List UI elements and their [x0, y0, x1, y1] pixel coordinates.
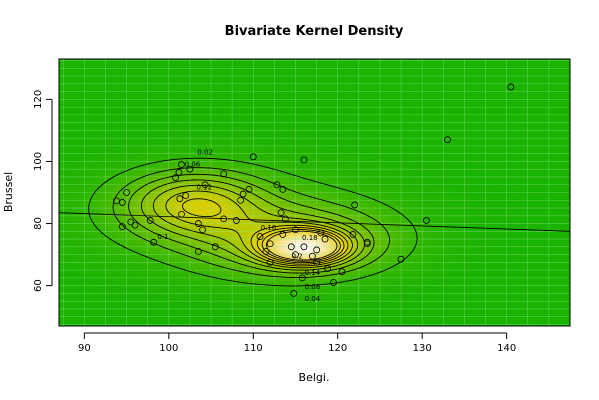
- data-point: [262, 248, 270, 255]
- data-point: [245, 185, 253, 193]
- data-point: [292, 251, 299, 258]
- x-tick-label: 120: [328, 343, 347, 354]
- grid-lines: [59, 59, 570, 326]
- data-point: [313, 246, 321, 254]
- data-point: [266, 258, 274, 266]
- data-point: [279, 231, 287, 238]
- data-point: [176, 195, 184, 203]
- data-point: [423, 217, 430, 224]
- y-axis-label: Brussel: [2, 172, 15, 212]
- contour-line-0.06: [128, 173, 375, 274]
- data-point: [324, 265, 331, 272]
- y-tick-label: 80: [33, 217, 44, 230]
- data-point: [300, 156, 308, 164]
- data-point: [363, 240, 371, 248]
- data-point: [444, 136, 451, 144]
- data-point: [178, 161, 185, 168]
- y-tick-label: 60: [33, 279, 44, 292]
- data-point: [182, 192, 190, 200]
- contour-label: 0.04: [305, 295, 321, 303]
- x-tick-label: 100: [159, 343, 178, 354]
- data-point: [150, 238, 157, 246]
- data-point: [308, 252, 316, 260]
- data-points: [113, 83, 515, 297]
- data-point: [118, 223, 126, 231]
- data-point: [211, 243, 219, 251]
- contour-label: 0.18: [302, 234, 318, 242]
- x-tick-label: 90: [78, 343, 91, 354]
- data-point: [313, 258, 321, 266]
- data-point: [279, 185, 287, 193]
- data-point: [266, 240, 274, 248]
- plot-frame: [58, 58, 571, 327]
- x-tick-label: 140: [497, 343, 516, 354]
- contour-line-0.14: [181, 198, 349, 265]
- contour-label: 0.06: [185, 160, 201, 168]
- x-tick-label: 110: [244, 343, 263, 354]
- data-point: [194, 220, 202, 227]
- data-point: [292, 226, 299, 234]
- data-point: [194, 248, 202, 255]
- data-point: [131, 221, 139, 229]
- data-point: [199, 226, 206, 234]
- y-tick-label: 100: [33, 152, 44, 171]
- data-point: [146, 217, 154, 224]
- y-tick-label: 120: [33, 90, 44, 109]
- data-point: [220, 215, 228, 223]
- data-point: [317, 229, 325, 237]
- data-point: [507, 83, 515, 91]
- data-point: [118, 199, 126, 206]
- data-point: [281, 215, 289, 223]
- data-point: [237, 196, 244, 204]
- data-point: [175, 168, 183, 176]
- contour-line-0.12: [165, 190, 353, 267]
- data-point: [298, 274, 306, 282]
- x-axis-label: Belgi.: [299, 371, 330, 384]
- contour-label: 0.02: [197, 149, 213, 157]
- data-point: [351, 201, 359, 209]
- data-point: [220, 170, 228, 178]
- data-point: [172, 174, 179, 181]
- x-tick-label: 130: [413, 343, 432, 354]
- data-point: [277, 209, 285, 217]
- data-point: [287, 243, 295, 251]
- data-point: [123, 189, 130, 196]
- data-point: [321, 235, 329, 243]
- contour-line-0.04: [112, 167, 391, 279]
- y-axis: 60 80 100 120: [33, 90, 53, 292]
- contour-label: 0.08: [305, 283, 321, 291]
- data-point: [186, 165, 194, 173]
- data-point: [232, 217, 240, 224]
- contour-line-0.2: [265, 230, 338, 261]
- chart-title: Bivariate Kernel Density: [225, 24, 404, 39]
- x-axis: 90 100 110 120 130 140: [78, 332, 516, 354]
- data-point: [256, 233, 264, 240]
- plot-area: 0.020.040.060.080.10.120.140.160.180.2: [59, 59, 570, 326]
- contour-label: 0.2: [292, 253, 303, 261]
- data-point: [201, 181, 209, 189]
- contour-label: 0.16: [261, 224, 277, 232]
- data-point: [239, 190, 247, 198]
- contour-label: 0.14: [305, 269, 321, 277]
- data-point: [178, 210, 185, 218]
- data-point: [300, 243, 308, 251]
- regression-line: [59, 212, 570, 232]
- data-point: [273, 181, 281, 189]
- contour-line-0.02: [88, 157, 418, 287]
- contour-label: 0.1: [157, 233, 168, 241]
- data-point: [349, 231, 357, 238]
- data-point: [290, 290, 298, 297]
- data-point: [330, 279, 337, 286]
- data-point: [249, 153, 257, 161]
- data-point: [397, 255, 405, 263]
- data-point: [338, 268, 346, 276]
